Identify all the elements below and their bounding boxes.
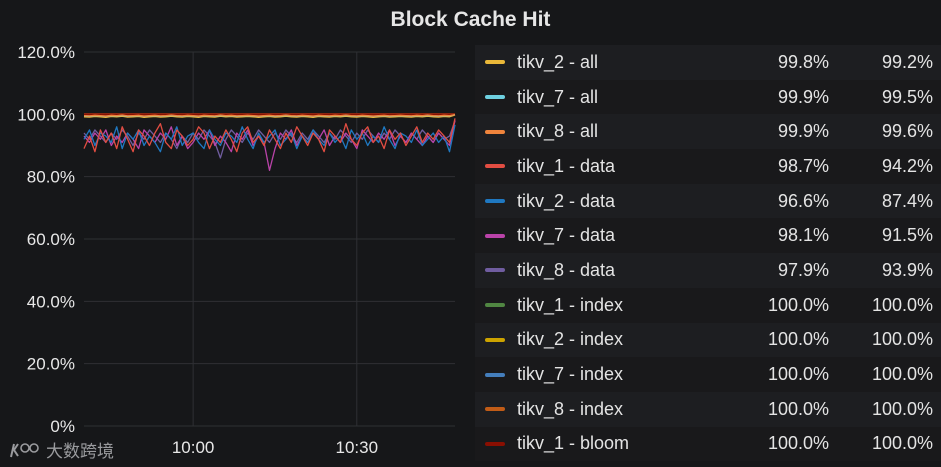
legend-swatch-icon [485, 303, 505, 308]
legend-current-value: 99.8% [777, 51, 829, 72]
legend-series-name[interactable]: tikv_7 - data [517, 225, 616, 246]
legend-series-name[interactable]: tikv_1 - bloom [517, 433, 630, 454]
panel-title[interactable]: Block Cache Hit [390, 8, 551, 31]
x-tick-label: 10:00 [172, 438, 215, 457]
legend-series-name[interactable]: tikv_8 - index [517, 398, 624, 419]
legend-current-value: 100.0% [767, 433, 829, 454]
legend-avg-value: 99.2% [881, 51, 933, 72]
legend-row[interactable]: tikv_8 - index 100.0% 100.0% [475, 391, 941, 427]
legend-row[interactable]: tikv_7 - all 99.9% 99.5% [475, 79, 941, 115]
legend-row[interactable]: tikv_1 - data 98.7% 94.2% [475, 149, 941, 184]
legend-current-value: 99.9% [777, 121, 829, 142]
legend-series-name[interactable]: tikv_2 - data [517, 190, 616, 211]
y-tick-label: 120.0% [17, 43, 75, 62]
legend-series-name[interactable]: tikv_8 - data [517, 259, 616, 280]
legend-row[interactable]: tikv_8 - data 97.9% 93.9% [475, 253, 941, 288]
legend-series-name[interactable]: tikv_1 - data [517, 155, 616, 176]
series-line-tikv-1-data[interactable] [83, 118, 456, 153]
legend-swatch-icon [485, 337, 505, 342]
series-line-tikv-8-all[interactable] [83, 113, 456, 117]
legend-swatch-icon [485, 268, 505, 273]
legend-current-value: 100.0% [767, 364, 829, 385]
legend-current-value: 99.9% [777, 86, 829, 107]
x-tick-label: 10:30 [336, 438, 379, 457]
legend-current-value: 98.1% [777, 225, 829, 246]
legend-swatch-icon [485, 407, 505, 412]
legend-row[interactable]: tikv_2 - data 96.6% 87.4% [475, 183, 941, 219]
legend-swatch-icon [485, 95, 505, 100]
y-tick-label: 100.0% [17, 105, 75, 124]
legend-avg-value: 91.5% [881, 225, 933, 246]
legend-current-value: 100.0% [767, 294, 829, 315]
legend-series-name[interactable]: tikv_1 - index [517, 294, 624, 315]
legend-current-value: 100.0% [767, 329, 829, 350]
legend-avg-value: 93.9% [881, 259, 933, 280]
legend-current-value: 100.0% [767, 398, 829, 419]
legend-swatch-icon [485, 60, 505, 65]
legend-row[interactable]: tikv_8 - all 99.9% 99.6% [475, 114, 941, 150]
legend-table: tikv_2 - all 99.8% 99.2% tikv_7 - all 99.9% 9… [475, 45, 941, 462]
legend-row[interactable]: tikv_2 - all 99.8% 99.2% [475, 45, 941, 80]
legend-avg-value: 100.0% [871, 398, 933, 419]
legend-series-name[interactable]: tikv_2 - index [517, 329, 624, 350]
legend-current-value: 96.6% [777, 190, 829, 211]
legend-series-name[interactable]: tikv_7 - all [517, 86, 599, 107]
legend-avg-value: 100.0% [871, 364, 933, 385]
legend-row[interactable]: tikv_1 - bloom 100.0% 100.0% [475, 426, 941, 462]
legend-row[interactable]: tikv_1 - index 100.0% 100.0% [475, 287, 941, 323]
legend-avg-value: 99.6% [881, 121, 933, 142]
legend-avg-value: 94.2% [881, 155, 933, 176]
legend-swatch-icon [485, 199, 505, 204]
legend-avg-value: 100.0% [871, 294, 933, 315]
watermark: 大数跨境 [8, 437, 114, 462]
series-line-tikv-8-data[interactable] [83, 120, 456, 159]
series-line-tikv-7-data[interactable] [83, 120, 456, 172]
legend-row[interactable]: tikv_7 - data 98.1% 91.5% [475, 218, 941, 254]
legend-swatch-icon [485, 441, 505, 446]
legend-series-name[interactable]: tikv_8 - all [517, 121, 599, 142]
legend-series-name[interactable]: tikv_7 - index [517, 364, 624, 385]
legend-swatch-icon [485, 164, 505, 169]
y-tick-label: 60.0% [27, 230, 75, 249]
y-tick-label: 40.0% [27, 292, 75, 311]
legend-row[interactable]: tikv_2 - index 100.0% 100.0% [475, 322, 941, 358]
legend-swatch-icon [485, 129, 505, 134]
legend-swatch-icon [485, 372, 505, 377]
legend-swatch-icon [485, 233, 505, 238]
series-line-tikv-2-all[interactable] [83, 114, 456, 119]
y-tick-label: 0% [50, 417, 75, 436]
y-tick-label: 20.0% [27, 355, 75, 374]
watermark-text: 大数跨境 [46, 442, 114, 461]
legend-row[interactable]: tikv_7 - index 100.0% 100.0% [475, 357, 941, 392]
legend-avg-value: 100.0% [871, 433, 933, 454]
legend-current-value: 97.9% [777, 259, 829, 280]
legend-avg-value: 99.5% [881, 86, 933, 107]
watermark-logo-icon [10, 442, 39, 457]
y-tick-label: 80.0% [27, 168, 75, 187]
chart-area: 0% 20.0% 40.0% 60.0% 80.0% 100.0% 120.0% 10:00 1… [17, 43, 456, 457]
series-line-tikv-2-data[interactable] [83, 124, 456, 153]
legend-avg-value: 100.0% [871, 329, 933, 350]
legend-series-name[interactable]: tikv_2 - all [517, 51, 599, 72]
legend-avg-value: 87.4% [881, 190, 933, 211]
legend-current-value: 98.7% [777, 155, 829, 176]
